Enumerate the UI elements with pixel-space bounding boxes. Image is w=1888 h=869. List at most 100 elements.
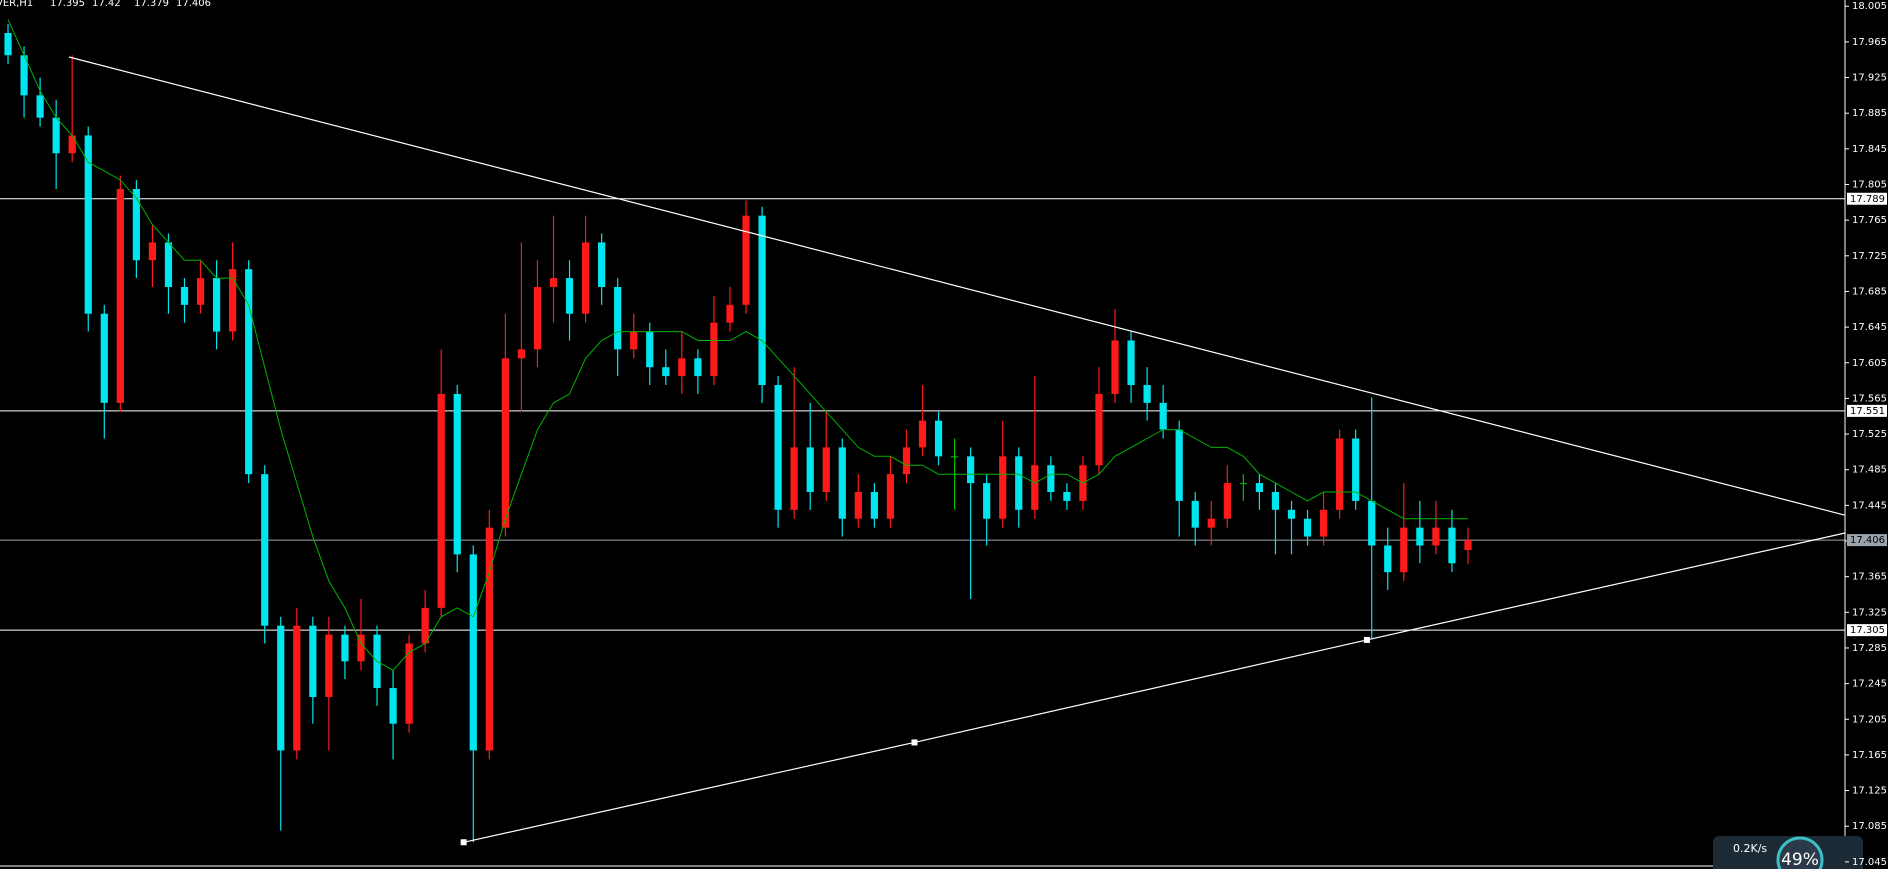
y-tick-label: 18.005 <box>1852 1 1887 12</box>
candle-body <box>902 447 911 475</box>
candle-body <box>68 135 76 154</box>
candle-body <box>983 483 991 519</box>
candle-body <box>1464 540 1472 550</box>
candle-body <box>4 32 12 56</box>
level-label-box <box>1847 624 1887 637</box>
candle-body <box>886 474 895 519</box>
candle-body <box>1015 456 1023 510</box>
y-tick-label: 17.045 <box>1852 857 1887 868</box>
candle-body <box>581 242 590 314</box>
candle-body <box>1255 483 1264 492</box>
candle-body <box>806 447 814 492</box>
candle-body <box>710 322 718 377</box>
y-tick-label: 17.885 <box>1852 108 1887 119</box>
header-price: 17.395 <box>50 0 85 9</box>
candle-body <box>565 278 574 314</box>
candle-body <box>758 215 766 386</box>
trend-anchor <box>460 839 467 846</box>
candle-body <box>485 527 493 751</box>
y-tick-label: 17.205 <box>1852 714 1887 725</box>
candle-body <box>517 349 526 359</box>
candle-body <box>1432 527 1440 546</box>
y-tick-label: 17.845 <box>1852 144 1887 155</box>
candle-body <box>967 456 975 484</box>
header-price: 17.379 <box>134 0 169 9</box>
candle-body <box>1159 402 1167 430</box>
candle-body <box>598 242 606 287</box>
candle-body <box>742 215 750 305</box>
y-tick-label: 17.725 <box>1852 251 1887 262</box>
candle-body <box>1143 385 1151 403</box>
level-label-box <box>1847 192 1887 205</box>
candle-body <box>501 358 509 528</box>
candle-body <box>774 385 782 510</box>
level-label: 17.551 <box>1850 406 1885 417</box>
candle-body <box>822 447 830 492</box>
candle-body <box>1031 465 1039 510</box>
y-tick-label: 17.925 <box>1852 73 1887 84</box>
candle-body <box>36 95 44 118</box>
y-tick-label: 17.325 <box>1852 607 1887 618</box>
candle-body <box>1271 491 1280 510</box>
y-tick-label: 17.645 <box>1852 322 1887 333</box>
candle-body <box>116 188 124 403</box>
candle-body <box>694 358 702 377</box>
candle-body <box>1191 500 1199 528</box>
candle-body <box>52 117 60 154</box>
candle-body <box>341 634 349 662</box>
candle-body <box>180 286 189 305</box>
candle-body <box>1223 483 1231 519</box>
candle-body <box>1207 518 1215 528</box>
trend-anchor <box>1363 636 1370 643</box>
candle-body <box>1127 340 1135 386</box>
candle-body <box>1095 393 1103 466</box>
candle-body <box>838 447 846 519</box>
candle-body <box>614 286 622 350</box>
candle-body <box>870 491 878 519</box>
header-price: 17.42 <box>92 0 121 9</box>
y-tick-label: 17.445 <box>1852 500 1887 511</box>
candle-body <box>277 625 285 751</box>
candle-body <box>100 313 108 403</box>
candle-body <box>148 242 157 261</box>
candle-body <box>293 625 301 751</box>
trend-line <box>68 56 1846 516</box>
candle-body <box>453 393 461 555</box>
candle-body <box>854 491 862 519</box>
y-tick-label: 17.685 <box>1852 286 1887 297</box>
candle-body <box>229 269 237 332</box>
candle-body <box>646 331 654 368</box>
trend-line <box>463 532 1846 843</box>
y-tick-label: 17.485 <box>1852 465 1887 476</box>
candle-body <box>630 331 638 350</box>
y-tick-label: 17.125 <box>1852 786 1887 797</box>
y-tick-label: 17.605 <box>1852 358 1887 369</box>
candle-body <box>357 634 365 662</box>
y-tick-label: 17.965 <box>1852 37 1887 48</box>
candle-body <box>934 420 943 457</box>
network-widget: 0.2K/s 49% <box>1713 836 1863 869</box>
candle-body <box>84 135 92 314</box>
moving-average <box>7 19 1468 671</box>
upload-speed: 0.2K/s <box>1733 842 1767 855</box>
y-tick-label: 17.805 <box>1852 179 1887 190</box>
candle-body <box>389 688 397 724</box>
y-tick-label: 17.165 <box>1852 750 1887 761</box>
candle-body <box>1368 500 1376 546</box>
symbol: VER,H1 <box>0 0 33 9</box>
candle-body <box>662 367 670 377</box>
candle-body <box>132 188 140 261</box>
header-price: 17.406 <box>176 0 211 9</box>
y-tick-label: 17.285 <box>1852 643 1887 654</box>
candle-body <box>20 55 28 96</box>
candle-body <box>196 278 205 305</box>
y-tick-label: 17.525 <box>1852 429 1887 440</box>
candle-body <box>1336 438 1344 510</box>
candle-body <box>325 634 333 697</box>
header: VER,H1 <box>0 0 33 9</box>
y-tick-label: 17.085 <box>1852 821 1887 832</box>
candle-body <box>1063 491 1071 501</box>
